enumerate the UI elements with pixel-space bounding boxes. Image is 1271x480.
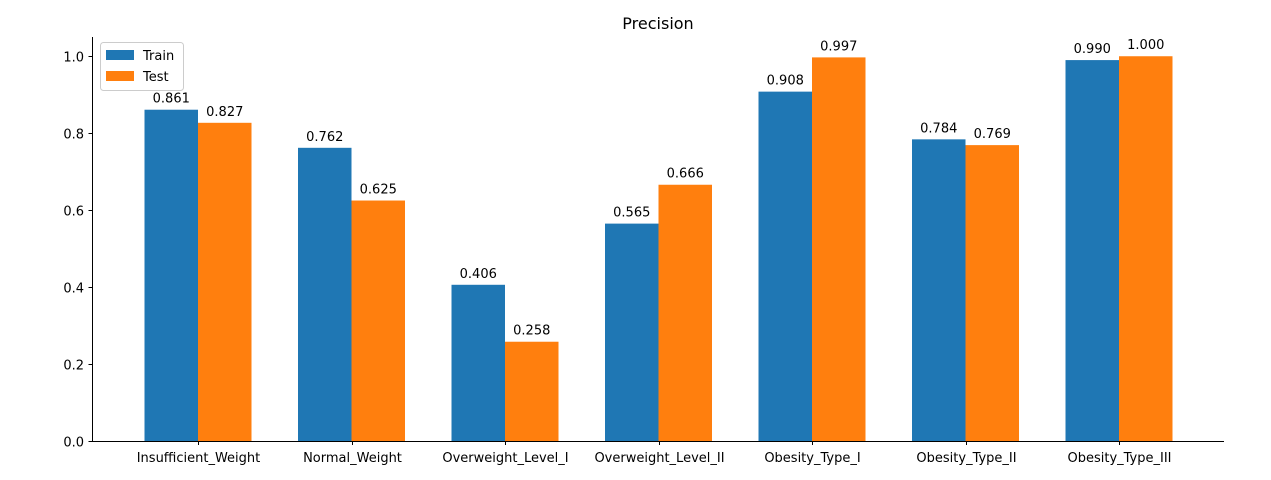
data-label-train-overweight-level-ii: 0.565 [613, 206, 650, 221]
data-label-train-obesity-type-ii: 0.784 [920, 121, 957, 136]
data-label-test-obesity-type-i: 0.997 [820, 39, 857, 54]
bar-train-obesity-type-i [758, 91, 812, 441]
y-tick-label: 0.2 [63, 359, 84, 374]
chart-title: Precision [622, 14, 693, 33]
x-tick-label: Overweight_Level_I [442, 451, 568, 466]
bars-layer [144, 56, 1173, 441]
y-tick-label: 0.0 [63, 436, 84, 451]
x-tick-label: Overweight_Level_II [594, 451, 724, 466]
y-tick-label: 0.4 [63, 282, 84, 297]
legend-swatch-train [106, 50, 134, 60]
bar-train-overweight-level-ii [605, 223, 659, 441]
bar-test-overweight-level-ii [658, 184, 712, 441]
y-tick-label: 1.0 [63, 51, 84, 66]
bar-test-obesity-type-iii [1119, 56, 1173, 441]
legend-label-train: Train [142, 49, 174, 64]
bar-train-overweight-level-i [451, 284, 505, 441]
bar-test-obesity-type-i [812, 57, 866, 441]
data-label-test-insufficient-weight: 0.827 [206, 105, 243, 120]
data-label-train-overweight-level-i: 0.406 [460, 267, 497, 282]
x-tick-label: Obesity_Type_I [764, 451, 860, 466]
data-label-train-obesity-type-i: 0.908 [767, 74, 804, 89]
x-tick-label: Obesity_Type_II [916, 451, 1016, 466]
legend: Train Test [100, 42, 184, 91]
x-tick-label: Insufficient_Weight [137, 451, 261, 466]
data-label-test-obesity-type-iii: 1.000 [1127, 38, 1164, 53]
data-label-test-obesity-type-ii: 0.769 [974, 127, 1011, 142]
y-tick-label: 0.8 [63, 128, 84, 143]
bar-train-obesity-type-iii [1065, 60, 1119, 441]
data-label-test-normal-weight: 0.625 [360, 183, 397, 198]
legend-label-test: Test [142, 70, 169, 85]
bar-train-obesity-type-ii [912, 139, 966, 441]
bar-train-normal-weight [298, 147, 352, 441]
x-axis: Insufficient_Weight Normal_Weight Overweig… [137, 441, 1172, 466]
x-tick-label: Normal_Weight [303, 451, 402, 466]
bar-train-insufficient-weight [144, 109, 198, 441]
bar-test-normal-weight [351, 200, 405, 441]
bar-test-overweight-level-i [505, 341, 559, 441]
bar-test-insufficient-weight [198, 122, 252, 441]
x-tick-label: Obesity_Type_III [1067, 451, 1171, 466]
y-axis: 0.0 0.2 0.4 0.6 0.8 1.0 [63, 51, 92, 451]
data-labels-layer: 0.861 0.762 0.406 0.565 0.908 0.784 0.990 0.827… [153, 38, 1165, 338]
data-label-train-obesity-type-iii: 0.990 [1074, 42, 1111, 57]
legend-swatch-test [106, 71, 134, 81]
data-label-test-overweight-level-ii: 0.666 [667, 167, 704, 182]
y-tick-label: 0.6 [63, 205, 84, 220]
bar-test-obesity-type-ii [965, 145, 1019, 441]
data-label-train-insufficient-weight: 0.861 [153, 92, 190, 107]
data-label-test-overweight-level-i: 0.258 [513, 324, 550, 339]
data-label-train-normal-weight: 0.762 [306, 130, 343, 145]
